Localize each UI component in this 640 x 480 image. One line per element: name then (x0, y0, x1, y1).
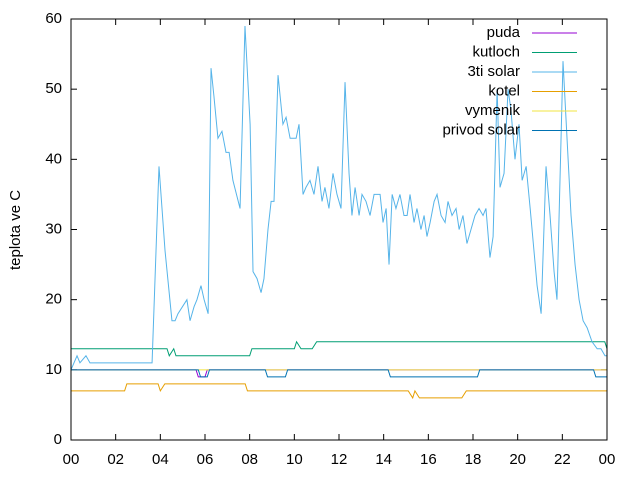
y-tick-label: 0 (54, 431, 62, 448)
y-tick-label: 40 (45, 150, 62, 167)
legend-label: kutloch (472, 43, 520, 60)
x-tick-label: 16 (420, 451, 437, 468)
legend-label: vymenik (465, 102, 521, 119)
y-axis-label: teplota ve C (7, 190, 24, 270)
y-tick-label: 20 (45, 291, 62, 308)
series-line (70, 25, 607, 371)
legend-label: 3ti solar (467, 63, 520, 80)
series-line (71, 340, 608, 357)
x-tick-label: 12 (331, 451, 348, 468)
legend-label: privod solar (442, 121, 520, 138)
x-tick-label: 20 (509, 451, 526, 468)
legend-label: kotel (488, 82, 520, 99)
y-tick-label: 60 (45, 10, 62, 27)
legend-label: puda (487, 24, 521, 41)
x-tick-label: 06 (197, 451, 214, 468)
series-line (71, 383, 607, 400)
y-tick-label: 30 (45, 220, 62, 237)
x-tick-label: 14 (375, 451, 392, 468)
x-tick-label: 08 (241, 451, 258, 468)
x-tick-label: 04 (152, 451, 169, 468)
x-tick-label: 00 (599, 451, 616, 468)
x-tick-label: 22 (554, 451, 571, 468)
x-tick-label: 00 (63, 451, 80, 468)
x-tick-label: 18 (465, 451, 482, 468)
series-line (71, 369, 607, 378)
x-tick-label: 10 (286, 451, 303, 468)
y-tick-label: 50 (45, 80, 62, 97)
plot-frame (70, 18, 608, 441)
y-tick-label: 10 (45, 361, 62, 378)
x-tick-label: 02 (107, 451, 124, 468)
